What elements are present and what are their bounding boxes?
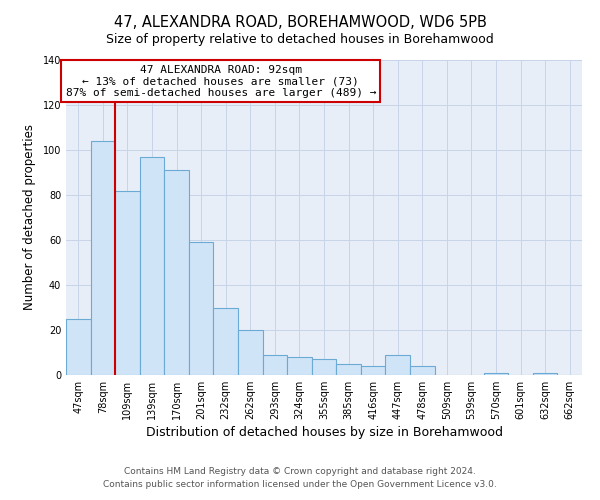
Bar [287, 357, 312, 375]
Bar [385, 355, 410, 375]
Bar [361, 366, 385, 375]
Bar [336, 364, 361, 375]
X-axis label: Distribution of detached houses by size in Borehamwood: Distribution of detached houses by size … [146, 426, 503, 439]
Bar [263, 355, 287, 375]
Bar [66, 319, 91, 375]
Bar [164, 170, 189, 375]
Bar [312, 359, 336, 375]
Bar [484, 373, 508, 375]
Text: Contains HM Land Registry data © Crown copyright and database right 2024.
Contai: Contains HM Land Registry data © Crown c… [103, 468, 497, 489]
Bar [238, 330, 263, 375]
Y-axis label: Number of detached properties: Number of detached properties [23, 124, 35, 310]
Bar [140, 157, 164, 375]
Text: Size of property relative to detached houses in Borehamwood: Size of property relative to detached ho… [106, 32, 494, 46]
Bar [91, 141, 115, 375]
Bar [533, 373, 557, 375]
Bar [115, 190, 140, 375]
Text: 47 ALEXANDRA ROAD: 92sqm
← 13% of detached houses are smaller (73)
87% of semi-d: 47 ALEXANDRA ROAD: 92sqm ← 13% of detach… [65, 64, 376, 98]
Text: 47, ALEXANDRA ROAD, BOREHAMWOOD, WD6 5PB: 47, ALEXANDRA ROAD, BOREHAMWOOD, WD6 5PB [113, 15, 487, 30]
Bar [189, 242, 214, 375]
Bar [214, 308, 238, 375]
Bar [410, 366, 434, 375]
